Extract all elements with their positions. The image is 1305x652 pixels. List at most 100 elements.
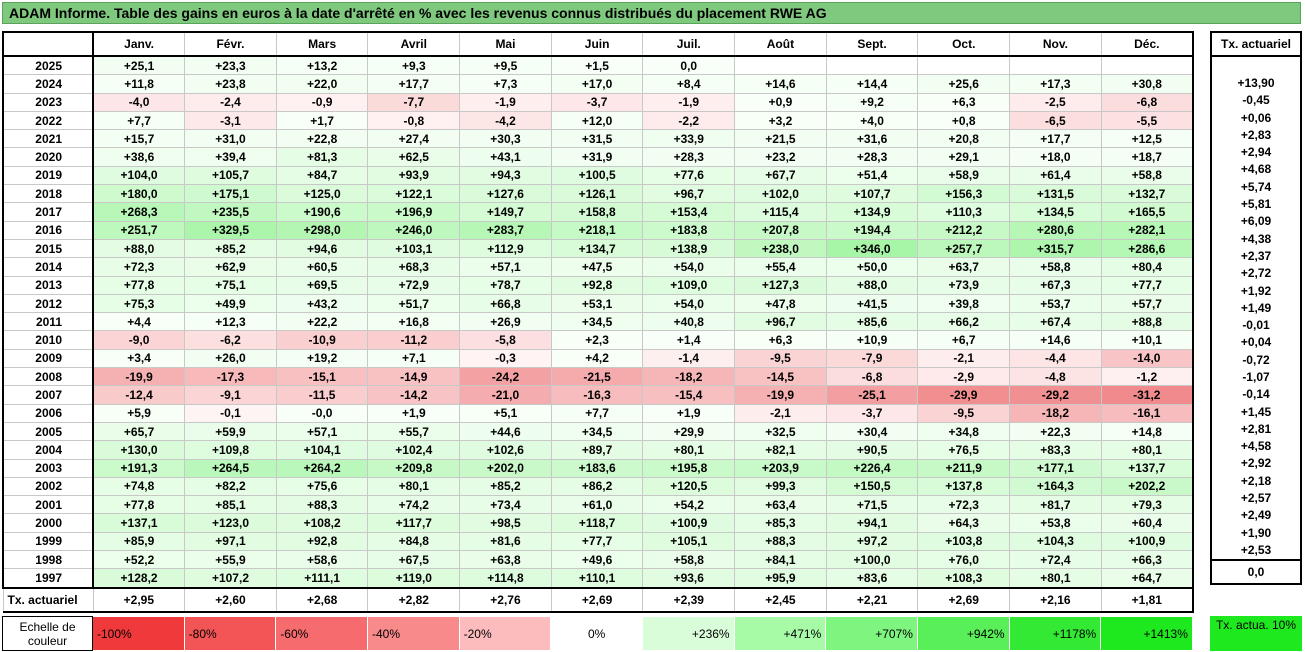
color-scale-row: Echelle de couleur -100% -80% -60% -40% -20%… bbox=[2, 616, 1193, 651]
year-label: 2017 bbox=[2, 202, 94, 222]
year-row: 2003 +191,3 +264,5 +264,2 +209,8 +202,0 +183,6… bbox=[2, 458, 1194, 478]
color-scale-step: +236% bbox=[641, 616, 735, 651]
gain-cell: +119,0 bbox=[367, 568, 461, 589]
gain-cell: +60,4 bbox=[1100, 513, 1194, 533]
gain-cell: +85,2 bbox=[184, 238, 277, 259]
year-row: 2023 -4,0 -2,4 -0,9 -7,7 -1,9 -3,7 -1,9 +0,9 +9,2… bbox=[2, 92, 1194, 112]
gain-cell: +85,2 bbox=[459, 476, 552, 497]
gain-cell: +72,9 bbox=[367, 275, 461, 295]
gain-cell bbox=[917, 55, 1011, 76]
gain-cell: +34,5 bbox=[550, 312, 644, 332]
gain-cell: +127,6 bbox=[459, 184, 552, 204]
month-header: Mai bbox=[459, 31, 552, 57]
gain-cell: +30,4 bbox=[825, 421, 919, 442]
color-scale-step: -20% bbox=[458, 616, 552, 651]
gain-cell: +80,1 bbox=[367, 476, 461, 497]
gain-cell: +65,7 bbox=[92, 421, 186, 442]
gain-cell: +175,1 bbox=[184, 184, 277, 204]
gain-cell: +61,4 bbox=[1009, 165, 1102, 186]
gain-cell: +137,1 bbox=[92, 513, 186, 533]
gain-cell: +132,7 bbox=[1100, 184, 1194, 204]
gain-cell: +78,7 bbox=[459, 275, 552, 295]
gain-cell: +298,0 bbox=[275, 220, 369, 240]
year-row: 2000 +137,1 +123,0 +108,2 +117,7 +98,5 +118,7 +… bbox=[2, 513, 1194, 533]
gain-cell: +80,1 bbox=[642, 440, 736, 460]
year-row: 2013 +77,8 +75,1 +69,5 +72,9 +78,7 +92,8 +109,0… bbox=[2, 275, 1194, 295]
actuarial-rate-cell: -0,72 bbox=[1210, 351, 1302, 369]
gain-cell: +17,0 bbox=[550, 74, 644, 94]
year-label: 2015 bbox=[2, 238, 94, 259]
gain-cell: +17,3 bbox=[1009, 74, 1102, 94]
gain-cell: -4,4 bbox=[1009, 348, 1102, 369]
gain-cell: +30,3 bbox=[459, 129, 552, 149]
actuarial-rate-cell: +2,92 bbox=[1210, 454, 1302, 473]
month-header-row: Janv. Févr. Mars Avril Mai Juin Juil. Ao… bbox=[2, 31, 1194, 57]
month-header: Sept. bbox=[825, 31, 919, 57]
gain-cell: +14,8 bbox=[1100, 421, 1194, 442]
gain-cell: -18,2 bbox=[642, 367, 736, 387]
gain-cell: +282,1 bbox=[1100, 220, 1194, 240]
year-label: 2009 bbox=[2, 348, 94, 369]
gain-cell: -3,7 bbox=[825, 403, 919, 423]
gain-cell: +38,6 bbox=[92, 147, 186, 167]
gain-cell: +138,9 bbox=[642, 238, 736, 259]
actuarial-cell: +2,82 bbox=[367, 586, 461, 613]
year-row: 2021 +15,7 +31,0 +22,8 +27,4 +30,3 +31,5 +33,9 +… bbox=[2, 129, 1194, 149]
gain-cell: +88,0 bbox=[92, 238, 186, 259]
gain-cell: +286,6 bbox=[1100, 238, 1194, 259]
gain-cell: +23,8 bbox=[184, 74, 277, 94]
gain-cell: +3,4 bbox=[92, 348, 186, 369]
gain-cell: -3,1 bbox=[184, 110, 277, 131]
year-row: 2017 +268,3 +235,5 +190,6 +196,9 +149,7 +158,8… bbox=[2, 202, 1194, 222]
gain-cell: +77,8 bbox=[92, 495, 186, 515]
year-row: 2009 +3,4 +26,0 +19,2 +7,1 -0,3 +4,2 -1,4 -9,5 -7… bbox=[2, 348, 1194, 369]
gain-cell bbox=[734, 55, 827, 76]
gain-cell: +66,8 bbox=[459, 293, 552, 314]
actuarial-cell: +2,21 bbox=[825, 586, 919, 613]
gain-cell: -0,9 bbox=[275, 92, 369, 112]
year-label: 2021 bbox=[2, 129, 94, 149]
gain-cell: +251,7 bbox=[92, 220, 186, 240]
gain-cell: -1,4 bbox=[642, 348, 736, 369]
gain-cell: +108,3 bbox=[917, 568, 1011, 589]
gain-cell: +94,1 bbox=[825, 513, 919, 533]
gain-cell: -14,5 bbox=[734, 367, 827, 387]
gain-cell: -17,3 bbox=[184, 367, 277, 387]
gain-cell: +1,7 bbox=[275, 110, 369, 131]
gain-cell: +84,1 bbox=[734, 550, 827, 570]
gain-cell: +39,4 bbox=[184, 147, 277, 167]
gain-cell: +1,4 bbox=[642, 330, 736, 350]
year-row: 2011 +4,4 +12,3 +22,2 +16,8 +26,9 +34,5 +40,8 +9… bbox=[2, 312, 1194, 332]
year-label: 2003 bbox=[2, 458, 94, 478]
gain-cell: +68,3 bbox=[367, 257, 461, 277]
gain-cell: +93,9 bbox=[367, 165, 461, 186]
gain-cell: +43,2 bbox=[275, 293, 369, 314]
gain-cell: -11,2 bbox=[367, 330, 461, 350]
gain-cell: +63,8 bbox=[459, 550, 552, 570]
gain-cell: -7,7 bbox=[367, 92, 461, 112]
actuarial-rate-cell: +1,45 bbox=[1210, 402, 1302, 421]
gain-cell: +31,0 bbox=[184, 129, 277, 149]
actuarial-rate-cell bbox=[1210, 56, 1302, 75]
month-header: Oct. bbox=[917, 31, 1011, 57]
gain-cell: +109,8 bbox=[184, 440, 277, 460]
gain-cell: +95,9 bbox=[734, 568, 827, 589]
actuarial-rate-cell: +2,57 bbox=[1210, 489, 1302, 507]
gain-cell: +61,0 bbox=[550, 495, 644, 515]
gain-cell: +59,9 bbox=[184, 421, 277, 442]
color-scale-step: -40% bbox=[366, 616, 460, 651]
actuarial-rate-cell: +2,37 bbox=[1210, 247, 1302, 265]
gain-cell: -2,5 bbox=[1009, 92, 1102, 112]
gain-cell: +118,7 bbox=[550, 513, 644, 533]
gain-cell: +211,9 bbox=[917, 458, 1011, 478]
gain-cell: +102,6 bbox=[459, 440, 552, 460]
color-scale-step: +1413% bbox=[1100, 616, 1193, 651]
gain-cell: -21,5 bbox=[550, 367, 644, 387]
actuarial-cell: +2,39 bbox=[642, 586, 736, 613]
gain-cell: +107,2 bbox=[184, 568, 277, 589]
year-row: 1997 +128,2 +107,2 +111,1 +119,0 +114,8 +110,1… bbox=[2, 568, 1194, 589]
gain-cell: -1,9 bbox=[642, 92, 736, 112]
gain-cell: +92,8 bbox=[550, 275, 644, 295]
gain-cell: -21,0 bbox=[459, 385, 552, 405]
gain-cell: +88,8 bbox=[1100, 312, 1194, 332]
